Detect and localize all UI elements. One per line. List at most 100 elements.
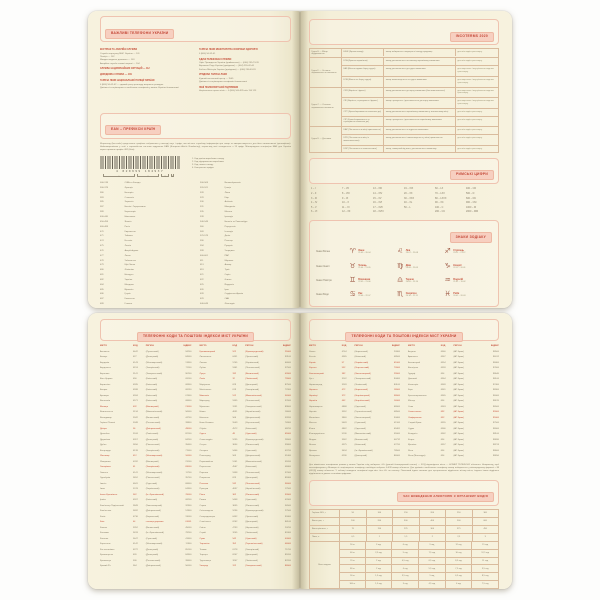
prefix-row: 599 Угорщина [200,249,235,252]
city-row: Олександрія 5235 (Кіровоградський) 28000 [199,438,291,441]
zodiac-sign: ♓ Риби 20.02 – 20.03 [444,289,466,298]
city-row: Запоріжжя 61 (Запорізький) 69000 [100,466,192,468]
incoterms-group: Група D — Доставка DAP (Постачання в міс… [310,127,498,154]
city-row: Старий Крим 6555 (АР Крим) 97500 [408,422,499,424]
zodiac-sign: ♋ Рак 22.06 – 22.07 [349,289,371,298]
zodiac-sign: ♊ Близнюки 22.05 – 21.06 [349,275,371,284]
zodiac-row: Знаки Повітря ♊ Близнюки 22.05 – 21.06 ♎ … [316,273,492,287]
city-row: Торецьк 6247 (Донецький) 85200 [199,554,291,556]
incoterms-group-label: Група D — Доставка [310,127,342,153]
city-row: Коломия 3433 (Ів.-Франківський) 78200 [100,532,192,534]
section-ean-prefixes: ЕАN – ПРЕФІКСИ КРАЇН [100,113,291,139]
section-incoterms: INCOTERMS 2020 [309,19,499,45]
prefix-row: 500-509 Великобританія [200,182,241,185]
zodiac-glyph-icon: ♐ [444,247,451,256]
zodiac-sign: ♉ Телець 21.04 – 21.05 [349,261,371,270]
city-row: Конотоп 5447 (Сумський) 41600 [100,537,192,540]
prefix-row: 626 Іран [200,288,229,291]
city-row: Бердянськ 6153 (Запорізький) 71100 [100,367,192,369]
city-row: Южне 4842 (Одеський) 65481 [309,427,400,430]
phone-line: ЄДИНІ ТЕЛЕФОННІ СЛУЖБИ [199,58,232,61]
prefix-row: 486 Грузія [100,293,131,296]
city-row: Луцьк 332 (Волинський) 43000 [199,372,291,375]
incoterms-row: FCA (Франко перевізник) товар доставляєт… [341,58,498,67]
city-row: Лисичанськ 6451 (Луганський) 93100 [199,356,291,358]
city-row: Судак 6566 (АР Крим) 98000 [408,427,499,430]
city-row: Переяслав 4567 (Київський) 08400 [199,466,291,468]
city-row: Лубни 5361 (Полтавський) 37500 [199,367,291,369]
section-title-ean: ЕАN – ПРЕФІКСИ КРАЇН [105,124,162,135]
barcode-segment-label: 3 [161,174,169,178]
city-row: Хуст 3142 (Закарпатський) 90400 [309,378,400,380]
prefix-column-2: 500-509 Великобританія 520-521 Греція 528 Лів… [200,181,291,307]
city-row: Саки 6563 (АР Крим) 96500 [408,405,499,408]
alcohol-drink-row: Пиво, л 0,5 1 1,5 2 2,5 3 [310,533,498,542]
prefix-row: 477 Литва [100,254,131,257]
city-row: Чернігів 462 (Чернігівський) 14000 [309,400,400,402]
zodiac-glyph-icon: ♏ [396,289,404,298]
dialing-note: Для міжміських телефонних розмов у межах… [309,463,499,476]
prefix-row: 000-139 США та Канада [100,182,141,185]
zodiac-row: Знаки Вогню ♈ Овен 21.03 – 20.04 ♌ Лев 23.… [316,245,492,259]
city-row: Бахчисарай 6554 (АР Крим) 98400 [408,361,499,364]
city-row: Яремче 3434 (Ів.-Франківський) 78500 [309,449,400,452]
city-row: Щолкіне 6557 (АР Крим) 98213 [408,444,499,446]
prefix-row: 594 Румунія [200,245,233,248]
city-row: Тернопіль 352 (Тернопільський) 46000 [199,543,291,545]
page-important-phones: ВАЖЛИВІ ТЕЛЕФОНИ УКРАЇНИ ЕКСТРЕНІ ТА АВА… [88,11,300,308]
prefix-row: 535 Мальта [200,211,233,214]
prefix-row: 640-649 Фінляндія [200,303,235,306]
section-title-important-phones: ВАЖЛИВІ ТЕЛЕФОНИ УКРАЇНИ [105,28,175,39]
alcohol-weight-section: Вага людини 50 кг 3 год 6 год 9 год 12 г… [310,541,498,589]
city-row: Фастів 4565 (Київський) 08500 [309,356,400,358]
city-row: Львів 32 (Львівський) 79000 [199,378,291,380]
alcohol-weight-row: 100 кг 1,5 год 3 год 4,5 год 6 год 7,5 г… [340,581,498,589]
city-row: Кривий Ріг 564 (Дніпровський) 50000 [100,565,192,567]
city-row: Мукачево 3131 (Закарпатський) 89600 [199,405,291,408]
incoterms-row: EXW (Франко завод) товар забирається пок… [342,49,498,56]
city-row: Феодосія 6562 (АР Крим) 98100 [408,433,499,435]
city-row: Кременчук 536 (Полтавський) 39600 [100,559,192,562]
phone-line: ДОВІДКОВА СЛУЖБА — 109 [100,74,132,77]
roman-row: 4 – IV 10 – X 16 – XVI 40 – XL 90 – XC 9… [311,201,477,205]
incoterms-row: CIF (Вартість, страхування і фрахт) това… [341,98,498,109]
roman-row: 6 – VI 12 – XII 18 – XVIII 200 – CC 2000… [311,210,478,214]
section-title-zodiac: ЗНАКИ ЗОДІАКУ [449,232,492,243]
city-row: Бердичів 4143 (Житомирський) 13300 [100,361,192,364]
city-row: Умань 4744 (Черкаський) 20300 [309,350,400,353]
city-row: Бахмут 627 (Донецький) 84500 [100,356,192,358]
city-row: Миколаїв 512 (Миколаївський) 54000 [199,394,291,397]
prefix-row: 489 Гонконг [100,303,133,306]
phone-line: Кабінет Міністрів України (довідкова) — … [199,68,256,71]
prefix-row: 530 Албанія [200,201,233,204]
city-table-header: МІСТО КОД РЕГІОН ІНДЕКС [199,345,291,347]
phone-line: Аварійна служба газової мережі — 104 [100,62,140,65]
incoterms-row: FAS (Вільно вздовж борту судна) товар до… [341,66,498,77]
city-row: Яготин 4575 (Київський) 07700 [309,444,400,446]
city-table-header: МІСТО КОД РЕГІОН ІНДЕКС [309,345,400,347]
prefix-row: 528 Ліван [200,191,231,194]
prefix-row: 485 Вірменія [100,288,134,291]
prefix-row: 478 Узбекистан [100,259,136,262]
barcode-segment-label: 1 [103,174,135,178]
legend-line: 3. Код самого товару [192,164,214,167]
city-row: Охтирка 5446 (Сумський) 42700 [199,449,291,452]
prefix-row: 621 Сирія [200,274,231,277]
zodiac-row: Знаки Води ♋ Рак 22.06 – 22.07 ♏ Скорпіон… [316,287,492,301]
section-important-phones: ВАЖЛИВІ ТЕЛЕФОНИ УКРАЇНИ [100,16,291,42]
city-row: Острог 3654 (Рівненський) 35800 [199,444,291,446]
section-city-codes-cont: ТЕЛЕФОННІ КОДИ ТА ПОШТОВІ ІНДЕКСИ МІСТ У… [309,319,499,342]
incoterms-group: Група F — Основне перевезення не оплачен… [310,58,498,88]
incoterms-row: CPT (Фрахт/перевезення оплачено до) това… [341,108,498,117]
city-row: Черкаси 472 (Черкаський) 18000 [309,389,400,391]
barcode-bars-icon [100,155,180,169]
city-row: Джанкой 6564 (АР Крим) 96100 [408,378,499,380]
city-row: Горішні Плавні 5348 (Полтавський) 39800 [100,422,192,424]
prefix-row: 560 Португалія [200,225,236,228]
prefix-row: 619 Туніс [200,269,230,272]
phone-line: Поліція — 102 [100,56,115,59]
city-column: МІСТО КОД РЕГІОН ІНДЕКС Алчевськ 6442 (Л… [100,344,192,570]
city-row: Ягодин 3342 (Волинський) 44732 [309,438,400,441]
city-row: Житомир 412 (Житомирський) 10000 [100,455,192,457]
zodiac-table: Знаки Вогню ♈ Овен 21.03 – 20.04 ♌ Лев 23.… [316,245,492,302]
